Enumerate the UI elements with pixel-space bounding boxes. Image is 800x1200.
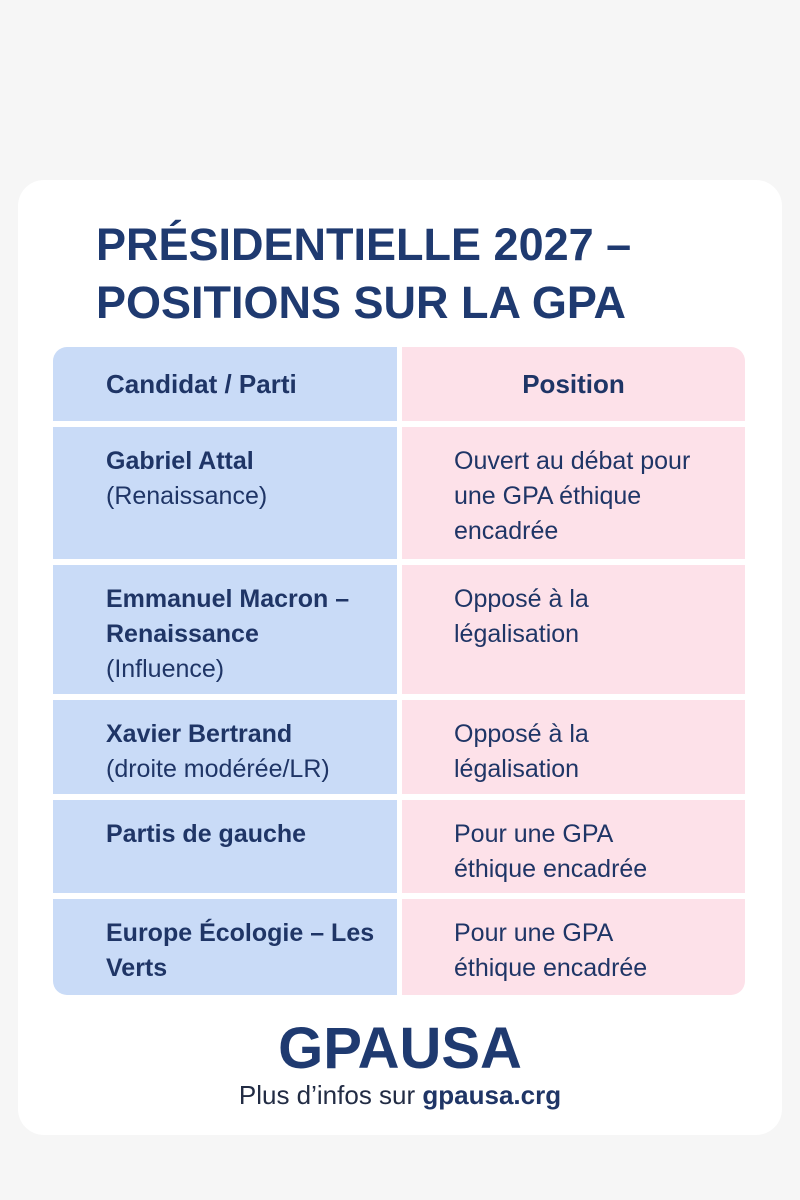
table: Candidat / Parti Position Gabriel Attal (… [53,347,745,995]
position-text: Pour une GPA éthique encadrée [454,820,648,883]
position-cell: Opposé à la légalisation [402,565,745,694]
candidate-cell: Xavier Bertrand (droite modérée/LR) [53,700,397,794]
table-row: Europe Écologie – Les Verts Pour une GPA … [53,899,745,995]
brand: GPAUSA [278,1016,522,1081]
table-row: Emmanuel Macron – Renaissance (Influence)… [53,565,745,694]
title-line: POSITIONS SUR LA GPA [96,277,627,328]
candidate-name: Europe Écologie – Les Verts [106,919,375,982]
candidate-cell: Partis de gauche [53,800,397,893]
candidate-cell: Emmanuel Macron – Renaissance (Influence) [53,565,397,694]
table-row: Gabriel Attal (Renaissance) Ouvert au déba… [53,427,745,559]
candidate-name: Partis de gauche [106,820,307,848]
card: PRÉSIDENTIELLE 2027 – POSITIONS SUR LA G… [18,180,782,1135]
candidate-cell: Gabriel Attal (Renaissance) [53,427,397,559]
candidate-party: (Renaissance) [106,482,268,510]
position-cell: Ouvert au débat pour une GPA éthique enc… [402,427,745,559]
position-cell: Pour une GPA éthique encadrée [402,899,745,995]
header-cell: Position [402,347,745,421]
candidate-name: Gabriel Attal [106,447,254,475]
footer-label: Plus d’infos sur [238,1080,416,1110]
table-row: Partis de gauche Pour une GPA éthique enc… [53,800,745,893]
position-text: Opposé à la légalisation [454,720,589,783]
candidate-cell: Europe Écologie – Les Verts [53,899,397,995]
candidate-name: Xavier Bertrand [106,720,293,748]
header-cell: Candidat / Parti [53,347,397,421]
position-text: Ouvert au débat pour une GPA éthique enc… [454,447,691,545]
position-cell: Opposé à la légalisation [402,700,745,794]
header-row: Candidat / Parti Position [53,347,745,421]
position-text: Pour une GPA éthique encadrée [454,919,648,982]
position-cell: Pour une GPA éthique encadrée [402,800,745,893]
candidate-party: (droite modérée/LR) [106,755,330,783]
footer-text: Plus d’infos sur gpausa.crg [18,1080,782,1111]
position-text: Opposé à la légalisation [454,585,589,648]
table-row: Xavier Bertrand (droite modérée/LR) Opposé… [53,700,745,794]
candidate-name: Emmanuel Macron – Renaissance [106,585,350,648]
candidate-party: (Influence) [106,655,225,683]
title: PRÉSIDENTIELLE 2027 – POSITIONS SUR LA G… [96,216,631,332]
footer-link: gpausa.crg [422,1080,562,1110]
title-line: PRÉSIDENTIELLE 2027 – [96,219,632,270]
